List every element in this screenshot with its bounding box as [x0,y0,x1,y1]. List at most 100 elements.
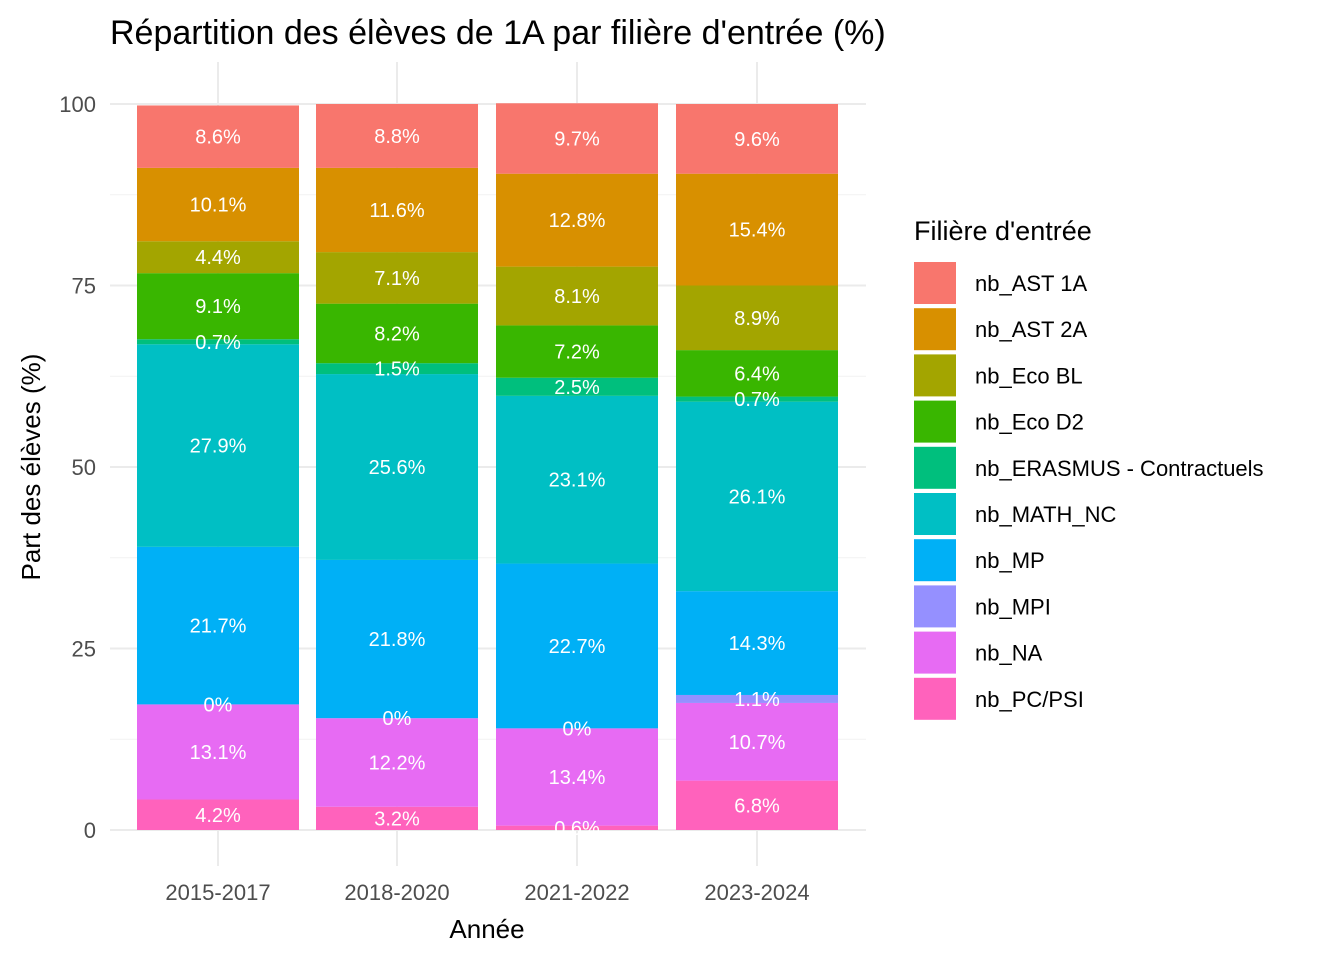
bar-segment [496,395,658,564]
x-tick-label: 2018-2020 [344,880,449,905]
chart-title: Répartition des élèves de 1A par filière… [110,14,886,52]
segment-value-label: 8.8% [374,126,420,148]
segment-value-label: 3.2% [374,808,420,830]
segment-value-label: 0.7% [734,389,780,411]
bars [137,103,838,830]
bar-segment [316,374,478,560]
legend-title: Filière d'entrée [914,216,1092,246]
bar-segment [676,591,838,695]
segment-value-label: 0% [383,708,412,730]
segment-value-label: 6.4% [734,363,780,385]
y-tick-label: 50 [72,455,96,480]
segment-value-label: 4.2% [195,805,241,827]
segment-value-label: 2.5% [554,377,600,399]
segment-value-label: 9.1% [195,296,241,318]
bar-segment [137,273,299,340]
legend-swatch [914,400,956,443]
bar-segment [676,350,838,397]
legend-label: nb_AST 2A [975,317,1087,342]
bar-segment [316,252,478,304]
legend-swatch [914,631,956,674]
legend-label: nb_Eco BL [975,363,1083,388]
bar-segment [316,559,478,719]
legend-swatch [914,354,956,397]
segment-value-label: 22.7% [549,636,606,658]
legend-swatch [914,493,956,535]
bar-segment [676,104,838,174]
bar-segment [496,103,658,174]
segment-value-label: 8.2% [374,323,420,345]
segment-value-label: 6.8% [734,795,780,817]
x-axis-ticks: 2015-2017 2018-2020 2021-2022 2023-2024 [165,880,809,905]
legend-label: nb_Eco D2 [975,410,1084,435]
x-tick-label: 2021-2022 [524,880,629,905]
bar-segment [676,401,838,592]
segment-value-label: 25.6% [369,457,426,479]
legend-swatch [914,262,956,304]
segment-value-label: 8.9% [734,308,780,330]
x-tick-label: 2023-2024 [704,880,809,905]
segment-value-label: 7.2% [554,342,600,364]
legend-label: nb_NA [975,641,1043,666]
segment-value-label: 4.4% [195,247,241,269]
legend-label: nb_ERASMUS - Contractuels [975,456,1264,481]
y-axis-ticks: 0 25 50 75 100 [59,92,96,843]
segment-value-label: 11.6% [369,200,424,222]
segment-value-label: 8.1% [554,286,600,308]
bar-segment [676,173,838,286]
legend-swatch [914,308,956,351]
x-axis-title: Année [449,914,524,944]
legend-swatch [914,585,956,628]
segment-value-label: 23.1% [549,470,606,492]
bar-segment [316,806,478,830]
bar-segment [137,344,299,547]
bar-segment [496,377,658,396]
legend-swatch [914,677,956,720]
segment-value-label: 27.9% [190,436,247,458]
segment-value-label: 0.6% [554,818,600,840]
bar-segment [496,266,658,326]
bar-segment [137,105,299,168]
segment-value-label: 9.7% [554,128,600,150]
segment-value-label: 26.1% [729,486,786,508]
segment-value-label: 12.8% [549,210,606,232]
segment-value-label: 0.7% [195,332,241,354]
segment-value-label: 0% [204,694,233,716]
legend-label: nb_MPI [975,594,1051,619]
y-tick-label: 75 [72,274,96,299]
segment-value-label: 14.3% [729,633,786,655]
bar-segment [496,325,658,378]
legend-swatch [914,539,956,582]
y-tick-label: 0 [84,818,96,843]
bar-segment [137,704,299,800]
segment-value-label: 8.6% [195,127,241,149]
bar-segment [496,728,658,826]
bar-segment [496,825,658,830]
segment-value-label: 1.5% [374,359,420,381]
y-axis-title: Part des élèves (%) [16,354,46,581]
bar-segment [137,167,299,242]
bar-segment [316,303,478,364]
bar-segment [316,718,478,807]
segment-value-label: 15.4% [729,220,786,242]
y-tick-label: 100 [59,92,96,117]
bar-segment [137,799,299,830]
bar-segment [496,563,658,729]
bar-segment [316,167,478,253]
bar-segment [137,339,299,345]
bar-segment [676,702,838,781]
legend-swatch [914,446,956,489]
segment-value-label: 13.4% [549,767,606,789]
legend-label: nb_MATH_NC [975,502,1117,527]
bar-segment [316,363,478,375]
segment-value-label: 10.7% [729,732,786,754]
segment-labels: 4.2% 13.1% 0% 21.7% 27.9% 0.7% 9.1% 4.4% 10.1% 8.… [190,126,786,840]
segment-value-label: 7.1% [374,268,420,290]
bar-segment [676,780,838,830]
legend-label: nb_AST 1A [975,271,1087,296]
bar-segment [676,694,838,703]
segment-value-label: 21.8% [369,629,426,651]
legend-label: nb_PC/PSI [975,687,1084,712]
bar-segment [496,173,658,267]
